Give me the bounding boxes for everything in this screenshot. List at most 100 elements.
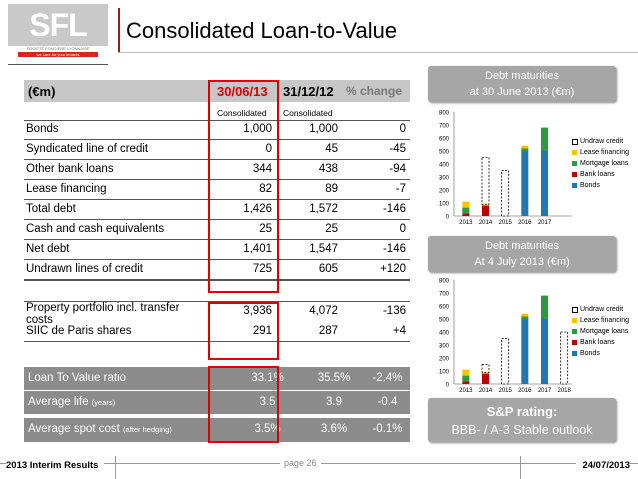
table-row: Cash and cash equivalents 25 25 0 (24, 220, 410, 240)
chart-legend-1: Undraw credit Lease financing Mortgage loa… (572, 136, 629, 191)
company-logo: SFL SOCIÉTÉ FONCIÈRE LYONNAISE we care f… (8, 4, 108, 65)
bar-segment (462, 369, 470, 376)
row-value-31-12-12: 287 (318, 325, 338, 337)
footer-divider-left (115, 456, 116, 479)
row-value-30-06-13: 3,936 (243, 305, 272, 317)
row-value-change: -136 (382, 305, 406, 317)
row-value-30-06-13: 25 (259, 223, 272, 235)
bar-segment (481, 157, 490, 205)
ratio-value-change: -2.4% (372, 372, 403, 384)
row-label: Total debt (26, 203, 76, 215)
row-value-30-06-13: 1,000 (243, 123, 272, 135)
maturity-panel-june-line2: at 30 June 2013 (€m) (469, 86, 575, 98)
bar-segment (501, 338, 510, 385)
row-value-30-06-13: 0 (265, 143, 272, 155)
maturity-panel-july-line1: Debt maturities (485, 240, 559, 252)
bar-segment (462, 375, 470, 382)
row-label: Net debt (26, 243, 70, 255)
y-tick-label: 400 (439, 163, 450, 169)
maturity-panel-june: Debt maturities at 30 June 2013 (€m) (428, 66, 616, 102)
col-change-header: % change (346, 84, 403, 98)
logo-text: SFL (8, 4, 108, 46)
sp-rating-title: S&P rating: (486, 404, 558, 419)
bar-segment (501, 170, 510, 217)
y-tick-label: 600 (439, 305, 450, 311)
legend-item: Bonds (572, 348, 629, 359)
table-row: Bonds 1,000 1,000 0 (24, 120, 410, 140)
bar-segment (521, 145, 529, 149)
y-tick-label: 0 (446, 383, 450, 389)
table-row: Property portfolio incl. transfer costs 3… (24, 302, 410, 326)
col-31-12-12-header: 31/12/12 (283, 84, 334, 99)
row-value-change: -45 (389, 143, 406, 155)
ratio-row: Average life (years) 3.5 3.9 -0.4 (24, 391, 410, 414)
table-row: Total debt 1,426 1,572 -146 (24, 200, 410, 220)
y-tick-label: 100 (439, 370, 450, 376)
bar-segment (541, 295, 548, 319)
row-value-31-12-12: 605 (318, 263, 338, 275)
y-tick-label: 200 (439, 357, 450, 363)
row-value-31-12-12: 438 (318, 163, 338, 175)
row-value-change: -94 (389, 163, 406, 175)
row-value-30-06-13: 725 (252, 263, 272, 275)
row-value-31-12-12: 4,072 (309, 305, 338, 317)
row-label: Lease financing (26, 183, 107, 195)
row-label: Syndicated line of credit (26, 143, 149, 155)
logo-subtitle: SOCIÉTÉ FONCIÈRE LYONNAISE (8, 46, 108, 65)
row-label: Other bank loans (26, 163, 114, 175)
row-value-change: +4 (392, 325, 406, 337)
ratio-label: Average spot cost (after hedging) (28, 423, 172, 435)
bar-segment (482, 373, 489, 384)
x-tick-label: 2013 (459, 220, 473, 224)
ratio-label: Average life (years) (28, 396, 116, 408)
x-tick-label: 2016 (518, 388, 532, 392)
x-tick-label: 2016 (518, 220, 532, 224)
ratio-value-30-06-13: 33.1% (251, 372, 284, 384)
col2-subheader: Consolidated (283, 108, 333, 118)
maturity-panel-july: Debt maturities At 4 July 2013 (€m) (428, 236, 616, 272)
y-tick-label: 400 (439, 331, 450, 337)
legend-item: Bank loans (572, 337, 629, 348)
bar-segment (462, 207, 470, 214)
row-value-30-06-13: 344 (252, 163, 272, 175)
bar-segment (541, 319, 548, 384)
table-row: Syndicated line of credit 0 45 -45 (24, 140, 410, 160)
sp-rating-value: BBB- / A-3 Stable outlook (451, 423, 593, 437)
ratio-separator (24, 390, 410, 391)
bar-segment (521, 313, 529, 317)
sp-rating-panel: S&P rating: BBB- / A-3 Stable outlook (428, 398, 616, 442)
bar-segment (462, 381, 470, 384)
legend-item: Lease financing (572, 147, 629, 158)
bar-segment (521, 319, 529, 384)
bar-segment (482, 372, 489, 374)
bar-segment (521, 151, 529, 216)
row-label: Undrawn lines of credit (26, 263, 143, 275)
table-header: (€m) 30/06/13 31/12/12 % change (24, 80, 410, 102)
bar-segment (521, 316, 529, 319)
row-value-31-12-12: 89 (325, 183, 338, 195)
ratio-value-30-06-13: 3.5% (254, 423, 281, 435)
table-row: Net debt 1,401 1,547 -146 (24, 240, 410, 260)
y-tick-label: 800 (439, 111, 450, 117)
x-tick-label: 2017 (538, 220, 552, 224)
bar-segment (462, 201, 470, 208)
ratio-label: Loan To Value ratio (28, 372, 127, 384)
table-row: SIIC de Paris shares 291 287 +4 (24, 322, 410, 342)
debt-maturity-chart-july: 0 100 200 300 400 500 600 700 800 2013 2014 2015 201… (439, 279, 572, 392)
table-row: Undrawn lines of credit 725 605 +120 (24, 260, 410, 280)
legend-item: Lease financing (572, 315, 629, 326)
row-value-31-12-12: 1,000 (309, 123, 338, 135)
ratio-value-change: -0.4 (377, 396, 398, 408)
bar-segment (462, 213, 470, 216)
page-title: Consolidated Loan-to-Value (126, 18, 398, 43)
row-label: Cash and cash equivalents (26, 223, 165, 235)
legend-item: Mortgage loans (572, 326, 629, 337)
row-value-31-12-12: 1,547 (309, 243, 338, 255)
y-tick-label: 300 (439, 176, 450, 182)
legend-item: Undraw credit (572, 304, 629, 315)
y-tick-label: 300 (439, 344, 450, 350)
row-label: SIIC de Paris shares (26, 325, 132, 337)
ratio-value-change: -0.1% (372, 423, 403, 435)
y-tick-label: 600 (439, 137, 450, 143)
y-tick-label: 100 (439, 202, 450, 208)
